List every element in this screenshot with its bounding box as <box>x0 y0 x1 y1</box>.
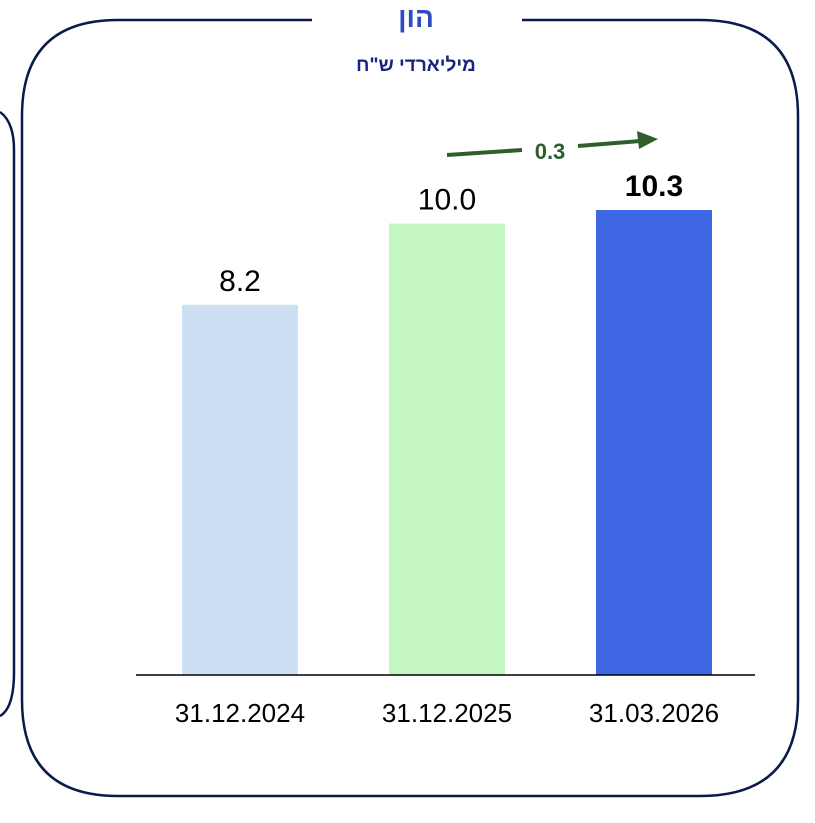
bar-1 <box>182 304 298 675</box>
left-panel-border <box>0 110 16 718</box>
arrow-head-icon <box>637 131 658 149</box>
bars-layer: 8.2 31.12.2024 10.0 31.12.2025 10.3 31.03.202… <box>175 170 719 728</box>
growth-annotation: 0.3 <box>446 131 658 164</box>
bar-2 <box>389 223 505 675</box>
bar-3 <box>596 210 712 675</box>
x-tick-label-3: 31.03.2026 <box>589 698 719 728</box>
x-tick-label-2: 31.12.2025 <box>382 698 512 728</box>
bar-value-label-3: 10.3 <box>625 170 683 203</box>
chart-title: הון <box>398 2 434 33</box>
growth-annotation-label: 0.3 <box>535 139 566 164</box>
panel-frame <box>20 18 800 798</box>
bar-value-label-1: 8.2 <box>219 265 261 298</box>
chart-subtitle: מיליארדי ש"ח <box>356 55 476 76</box>
bar-value-label-2: 10.0 <box>418 184 476 217</box>
x-tick-label-1: 31.12.2024 <box>175 698 305 728</box>
